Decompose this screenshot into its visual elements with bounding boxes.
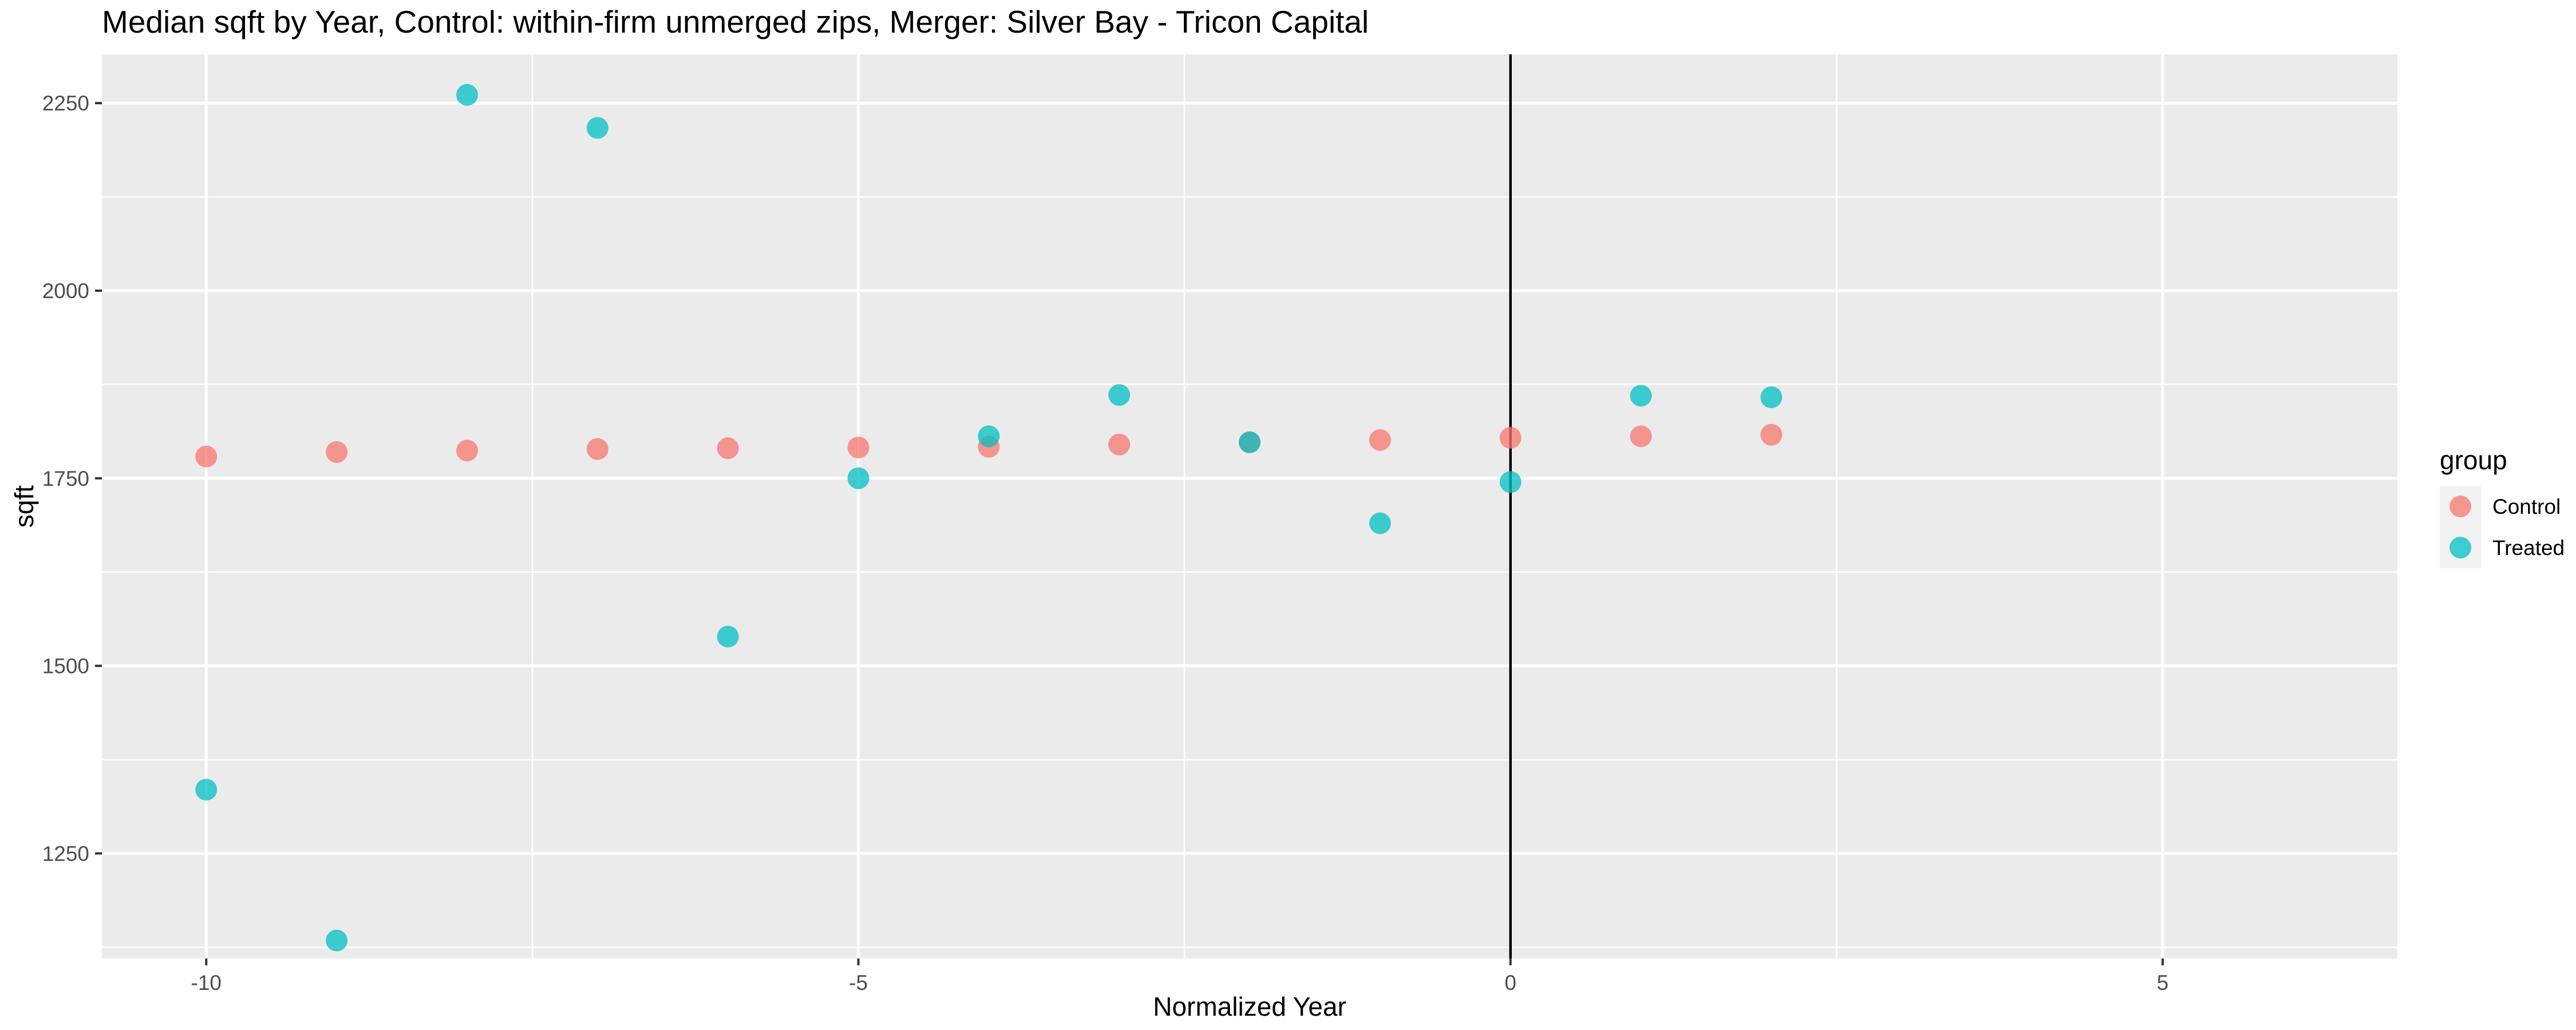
legend-label-control: Control	[2492, 495, 2561, 518]
point-treated	[1760, 386, 1783, 409]
x-tick-label: -5	[849, 971, 868, 995]
legend-marker-control	[2449, 496, 2471, 517]
point-control	[586, 438, 609, 460]
x-tick-label: -10	[191, 971, 222, 995]
point-control	[1760, 423, 1783, 446]
point-control	[195, 445, 218, 468]
grid-minor	[102, 54, 2397, 958]
point-treated	[456, 84, 478, 106]
x-axis: -10 -5 0 5	[191, 958, 2169, 995]
y-tick-label: 1250	[42, 842, 89, 865]
legend: group Control Treated	[2440, 445, 2565, 568]
point-treated	[1499, 471, 1522, 493]
point-control	[1499, 427, 1522, 449]
point-treated	[1630, 385, 1652, 407]
point-treated	[195, 778, 218, 801]
point-control	[1369, 429, 1391, 451]
legend-title: group	[2440, 445, 2507, 475]
legend-marker-treated	[2449, 537, 2471, 558]
y-axis: 1250 1500 1750 2000 2250	[42, 92, 102, 865]
x-tick-label: 0	[1504, 971, 1516, 995]
x-tick-label: 5	[2157, 971, 2169, 995]
point-treated	[1239, 431, 1261, 453]
legend-label-treated: Treated	[2492, 536, 2565, 560]
point-treated	[847, 467, 870, 489]
point-control	[326, 441, 348, 463]
y-axis-title: sqft	[9, 485, 39, 528]
plot-panel	[102, 54, 2397, 958]
chart-title: Median sqft by Year, Control: within-fir…	[102, 4, 1369, 39]
point-control	[1108, 433, 1131, 455]
point-treated	[978, 425, 1000, 447]
points-layer	[195, 84, 1783, 952]
y-tick-label: 2000	[42, 279, 89, 303]
y-tick-label: 1500	[42, 655, 89, 678]
y-tick-label: 2250	[42, 92, 89, 115]
point-control	[1630, 425, 1652, 447]
point-control	[847, 437, 870, 459]
y-tick-label: 1750	[42, 467, 89, 490]
point-treated	[1108, 384, 1131, 406]
point-treated	[717, 625, 739, 648]
point-control	[456, 439, 478, 462]
point-control	[717, 437, 739, 459]
point-treated	[326, 929, 348, 952]
point-treated	[586, 117, 609, 139]
point-treated	[1369, 512, 1391, 534]
x-axis-title: Normalized Year	[1153, 992, 1346, 1021]
